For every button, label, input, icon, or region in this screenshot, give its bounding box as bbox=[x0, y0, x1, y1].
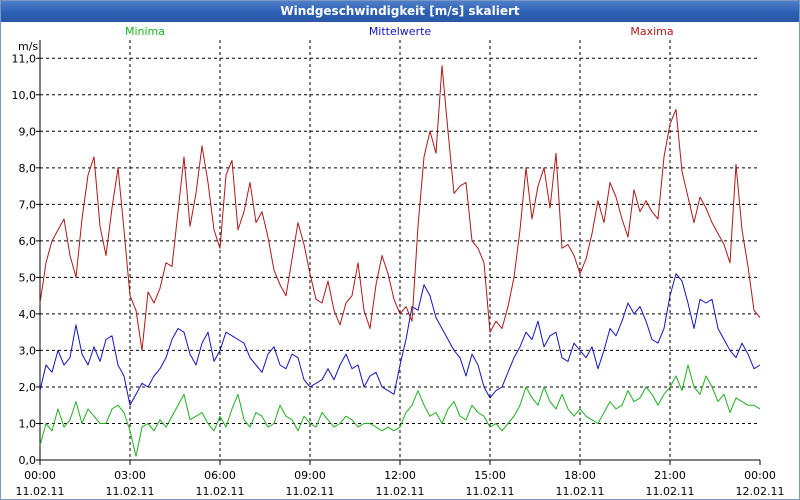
y-tick-label: 10,0 bbox=[12, 89, 37, 102]
y-tick-label: 2,0 bbox=[19, 381, 37, 394]
series-line-maxima bbox=[39, 65, 761, 351]
legend: Minima Mittelwerte Maxima bbox=[125, 25, 674, 38]
grid-lines bbox=[40, 40, 760, 460]
x-tick-date: 11.02.11 bbox=[556, 485, 605, 498]
x-tick-time: 00:00 bbox=[744, 469, 776, 482]
x-tick-date: 11.02.11 bbox=[466, 485, 515, 498]
y-axis-unit: m/s bbox=[18, 40, 38, 53]
y-tick-label: 0,0 bbox=[19, 454, 37, 467]
series-lines bbox=[39, 65, 761, 457]
y-tick-label: 4,0 bbox=[19, 308, 37, 321]
series-line-minima bbox=[39, 364, 761, 457]
window-title: Windgeschwindigkeit [m/s] skaliert bbox=[1, 1, 799, 22]
x-tick-date: 11.02.11 bbox=[286, 485, 335, 498]
y-tick-label: 6,0 bbox=[19, 235, 37, 248]
legend-item-maxima: Maxima bbox=[630, 25, 673, 38]
y-tick-label: 9,0 bbox=[19, 125, 37, 138]
x-tick-date: 11.02.11 bbox=[196, 485, 245, 498]
y-tick-label: 11,0 bbox=[12, 52, 37, 65]
y-tick-label: 8,0 bbox=[19, 162, 37, 175]
y-tick-label: 3,0 bbox=[19, 344, 37, 357]
x-tick-date: 11.02.11 bbox=[106, 485, 155, 498]
x-tick-time: 21:00 bbox=[654, 469, 686, 482]
x-tick-time: 09:00 bbox=[294, 469, 326, 482]
x-tick-time: 12:00 bbox=[384, 469, 416, 482]
legend-item-minima: Minima bbox=[125, 25, 165, 38]
series-line-mittelwerte bbox=[39, 273, 761, 406]
y-tick-label: 1,0 bbox=[19, 417, 37, 430]
legend-item-mittelwerte: Mittelwerte bbox=[369, 25, 432, 38]
y-tick-label: 7,0 bbox=[19, 198, 37, 211]
y-tick-label: 5,0 bbox=[19, 271, 37, 284]
x-tick-time: 06:00 bbox=[204, 469, 236, 482]
x-tick-date: 11.02.11 bbox=[376, 485, 425, 498]
x-tick-time: 00:00 bbox=[24, 469, 56, 482]
x-tick-time: 03:00 bbox=[114, 469, 146, 482]
x-tick-labels: 00:00 11.02.11 03:00 11.02.11 06:00 11.02.11 0… bbox=[16, 469, 785, 498]
x-tick-date: 11.02.11 bbox=[16, 485, 65, 498]
x-tick-date: 11.02.11 bbox=[646, 485, 695, 498]
x-tick-time: 15:00 bbox=[474, 469, 506, 482]
y-tick-labels: 0,0 1,0 2,0 3,0 4,0 5,0 6,0 7,0 8,0 9,0 10,0 11,0 bbox=[12, 52, 37, 467]
x-tick-date: 12.02.11 bbox=[736, 485, 785, 498]
axes bbox=[36, 40, 761, 465]
x-tick-time: 18:00 bbox=[564, 469, 596, 482]
